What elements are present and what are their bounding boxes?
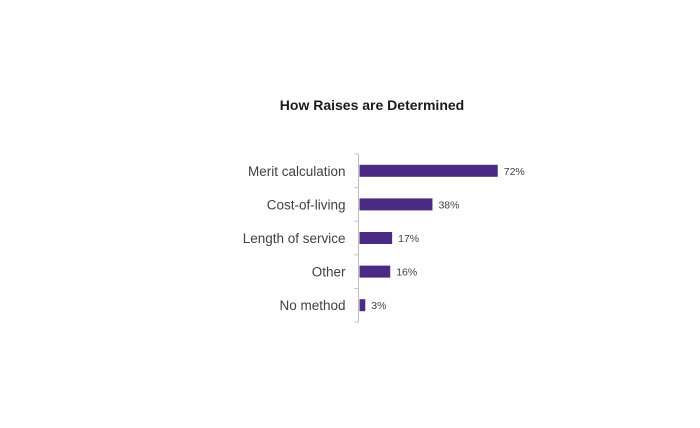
bar xyxy=(359,265,391,278)
data-label: 16% xyxy=(396,267,417,279)
category-label: Other xyxy=(312,265,346,280)
category-label: Length of service xyxy=(243,231,346,246)
bars-layer xyxy=(359,164,498,312)
data-label: 72% xyxy=(504,166,525,178)
bar xyxy=(359,299,366,312)
data-label: 38% xyxy=(438,199,459,211)
chart-title: How Raises are Determined xyxy=(279,97,465,113)
labels-layer: Merit calculation 72% Cost-of-living 38% Len… xyxy=(243,164,525,313)
data-label: 17% xyxy=(398,233,419,245)
axis-layer xyxy=(354,153,359,323)
bar xyxy=(359,232,393,244)
data-label: 3% xyxy=(371,300,386,312)
bar xyxy=(359,164,498,177)
category-label: Cost-of-living xyxy=(267,197,346,212)
category-label: No method xyxy=(279,298,345,313)
category-label: Merit calculation xyxy=(248,164,346,179)
bar xyxy=(359,198,433,211)
